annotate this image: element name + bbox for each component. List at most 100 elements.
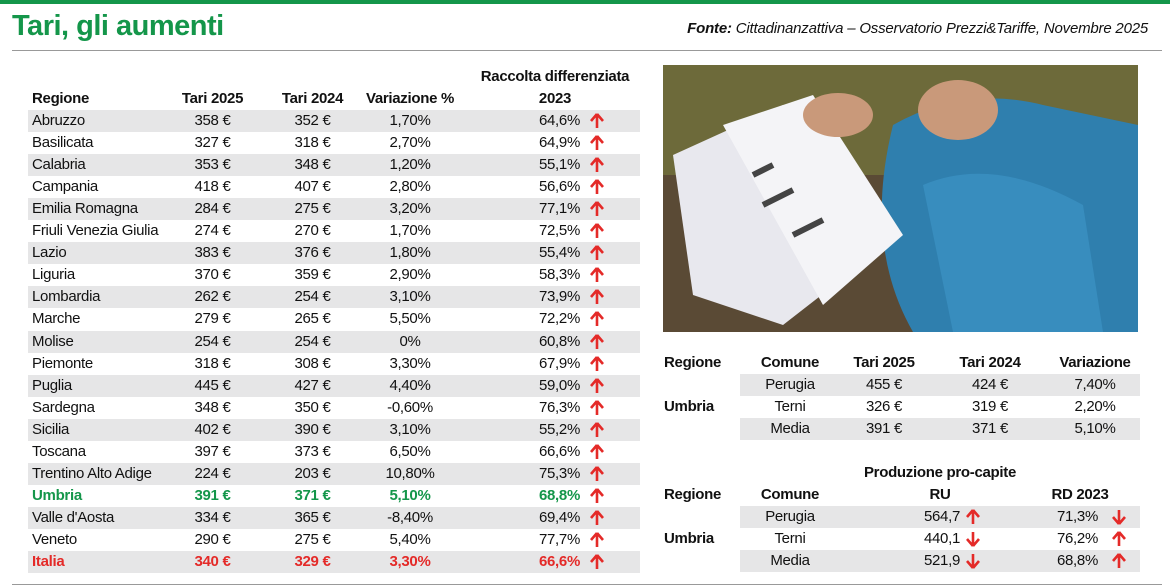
cell: 64,6% — [538, 112, 580, 129]
row-band — [28, 551, 640, 573]
arrow-up — [590, 421, 604, 437]
arrow-up — [1112, 553, 1126, 568]
cell: 76,2% — [1056, 530, 1098, 547]
cell: 2,20% — [1074, 398, 1116, 415]
cell: Abruzzo — [32, 112, 85, 129]
cell: Lazio — [32, 244, 67, 262]
arrow-down — [966, 532, 980, 547]
arrow-up — [590, 267, 604, 283]
source: Fonte: Cittadinanzattiva – Osservatorio … — [687, 20, 1148, 37]
cell: 56,6% — [538, 178, 580, 196]
header-cell: Tari 2024 — [281, 90, 344, 107]
header-cell: Tari 2024 — [959, 354, 1021, 371]
row-band — [28, 374, 640, 397]
cell: 71,3% — [1056, 508, 1098, 525]
cell: 391 € — [194, 486, 231, 504]
cell: 254 € — [294, 332, 331, 350]
arrow-up — [590, 179, 604, 195]
row-band — [28, 110, 640, 132]
cell: 64,9% — [538, 134, 580, 152]
cell: 3,20% — [389, 200, 431, 218]
cell: Veneto — [32, 530, 77, 548]
cell: 352 € — [294, 112, 331, 129]
header-cell: Tari 2025 — [181, 90, 244, 107]
cell: 365 € — [294, 508, 331, 526]
cell: 73,9% — [538, 288, 580, 306]
cell: 424 € — [971, 376, 1009, 393]
arrow-up — [590, 554, 604, 569]
header-cell: Tari 2025 — [853, 354, 915, 371]
row-band — [28, 198, 640, 221]
cell: 66,6% — [538, 442, 580, 460]
photo — [663, 65, 1138, 332]
arrow-up — [590, 487, 604, 503]
cell: 58,3% — [538, 266, 580, 284]
cell: Friuli Venezia Giulia — [32, 222, 159, 240]
header-cell: Variazione % — [365, 90, 455, 107]
row-band — [740, 374, 1140, 396]
cell: 5,40% — [389, 530, 431, 548]
header-rule — [12, 50, 1162, 51]
cell: 308 € — [294, 354, 331, 372]
cell: 5,50% — [389, 310, 431, 328]
cell: 2,80% — [389, 178, 431, 196]
cell: 383 € — [194, 244, 231, 262]
row-band — [28, 154, 640, 177]
cell: 564,7 — [923, 508, 960, 525]
cell: 359 € — [294, 266, 331, 284]
cell: Terni — [774, 398, 806, 415]
arrow-up — [590, 355, 604, 371]
cell: 3,30% — [389, 354, 431, 372]
cell: 68,8% — [1056, 552, 1098, 569]
cell: 521,9 — [923, 552, 960, 569]
row-band — [28, 286, 640, 309]
row-band — [28, 462, 640, 485]
cell: Perugia — [765, 376, 815, 393]
cell: 1,70% — [389, 222, 431, 240]
cell: 5,10% — [1074, 420, 1116, 437]
source-label: Fonte: — [687, 20, 732, 37]
arrow-up — [966, 509, 980, 524]
cell: 326 € — [865, 398, 903, 415]
header-cell: Regione — [664, 486, 722, 503]
cell: 224 € — [194, 464, 231, 482]
header-cell: Raccolta differenziata 2023 — [480, 68, 630, 107]
arrow-up — [590, 289, 604, 305]
cell: 397 € — [194, 442, 231, 460]
cell: 274 € — [194, 222, 231, 240]
cell: 348 € — [294, 156, 331, 174]
cell: 334 € — [194, 508, 231, 526]
cell: 75,3% — [538, 464, 580, 482]
cell: Sicilia — [32, 420, 70, 438]
cell: Valle d'Aosta — [32, 508, 115, 526]
cell: 371 € — [971, 420, 1009, 437]
title: Tari, gli aumenti — [12, 10, 224, 42]
cell: 340 € — [194, 553, 231, 570]
cell: 418 € — [194, 178, 231, 196]
cell: 265 € — [294, 310, 331, 328]
row-band — [28, 330, 640, 353]
cell: 262 € — [194, 288, 231, 306]
cell: Molise — [32, 332, 74, 350]
cell: 2,90% — [389, 266, 431, 284]
cell: Marche — [32, 310, 81, 328]
arrow-up — [590, 333, 604, 349]
arrow-up — [590, 377, 604, 393]
cell: 77,7% — [538, 530, 580, 548]
cell: 7,40% — [1074, 376, 1116, 393]
cell: 72,2% — [538, 310, 580, 328]
cell: 275 € — [294, 200, 331, 218]
cell: 254 € — [294, 288, 331, 306]
cell: Piemonte — [32, 354, 93, 372]
cell: 68,8% — [538, 486, 580, 504]
cell: Media — [770, 420, 810, 437]
cell: 60,8% — [538, 332, 580, 350]
cell: Terni — [774, 530, 806, 547]
cell: 348 € — [194, 398, 231, 416]
cell: 55,4% — [538, 244, 580, 262]
cell: 407 € — [294, 178, 331, 196]
header-cell: Variazione — [1059, 354, 1131, 371]
cell: 67,9% — [538, 354, 580, 372]
cell: 358 € — [194, 112, 231, 129]
cell: 55,2% — [538, 420, 580, 438]
